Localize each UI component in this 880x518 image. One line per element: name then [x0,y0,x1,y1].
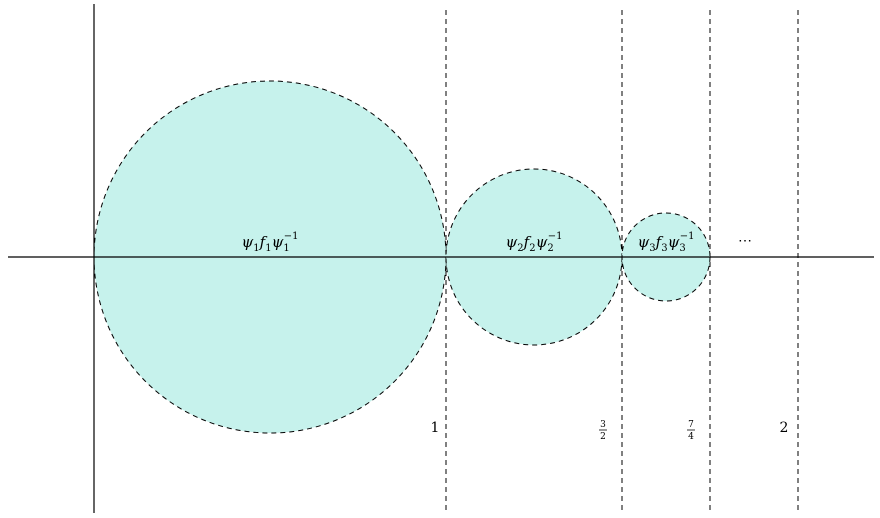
tick-label-2: 2 [780,420,789,436]
tick-label-7-4: 7 4 [687,420,695,442]
disk-2-label: ψ2f2ψ2−1 [506,231,563,254]
tick-label-3-2: 3 2 [599,420,607,442]
tick-label-1: 1 [431,420,440,436]
ellipsis: ⋯ [738,233,752,249]
disk-1-label: ψ1f1ψ1−1 [242,231,299,254]
tick-7-4-denominator: 4 [688,432,694,442]
disk-3-label: ψ3f3ψ3−1 [638,231,695,254]
tick-7-4-numerator: 7 [688,420,694,430]
tick-3-2-denominator: 2 [600,432,606,442]
tick-3-2-numerator: 3 [600,420,606,430]
